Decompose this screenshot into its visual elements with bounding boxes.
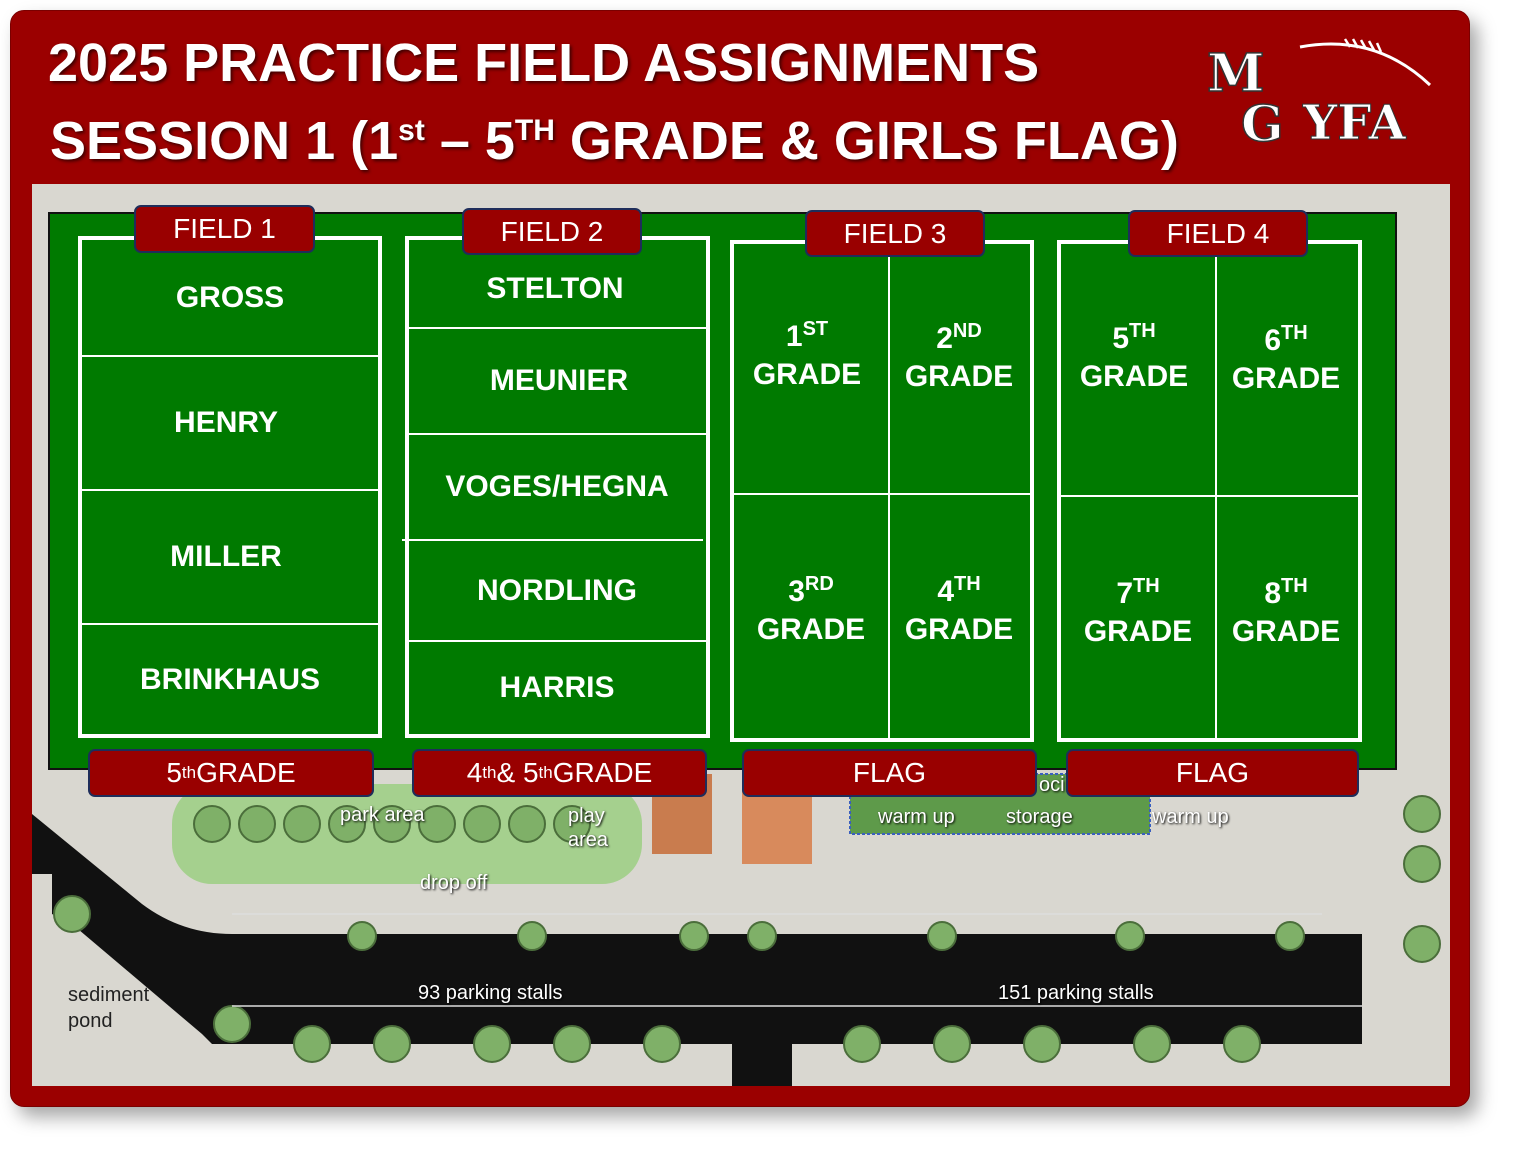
divider	[407, 640, 708, 642]
warm-up-right-label: warm up	[1152, 806, 1229, 828]
mgyfa-logo: M G YFA	[1206, 38, 1432, 145]
title-text: SESSION 1 (1	[50, 111, 399, 171]
field-1-label: FIELD 1	[134, 205, 315, 253]
title-text: – 5	[424, 111, 515, 171]
title-line-1: 2025 PRACTICE FIELD ASSIGNMENTS	[48, 33, 1040, 93]
field-2-team: HARRIS	[499, 671, 615, 705]
field-3-grade-cell: 2ND GRADE	[904, 320, 1014, 393]
play-area-label: play area	[568, 805, 609, 851]
field-2-team: STELTON	[486, 271, 624, 305]
field-3-flag-label: FLAG	[742, 749, 1037, 797]
field-4-flag-label: FLAG	[1066, 749, 1359, 797]
field-1-team: GROSS	[175, 280, 285, 314]
field-3-label: FIELD 3	[805, 210, 985, 257]
divider	[407, 433, 708, 435]
field-1-team: BRINKHAUS	[140, 662, 320, 696]
svg-text:G: G	[1241, 94, 1284, 145]
field-1-team: HENRY	[174, 406, 278, 440]
divider	[80, 489, 380, 491]
parking-right-label: 151 parking stalls	[998, 982, 1154, 1004]
field-4-grade-cell: 8TH GRADE	[1231, 575, 1341, 648]
title-sup: TH	[514, 114, 555, 147]
warm-up-left-label: warm up	[878, 806, 955, 828]
sediment-pond-label: sediment pond	[68, 984, 150, 1032]
divider	[80, 623, 380, 625]
field-2-team: MEUNIER	[489, 364, 629, 398]
parking-left-label: 93 parking stalls	[418, 982, 563, 1004]
field-4-label: FIELD 4	[1128, 210, 1308, 257]
title-text: GRADE & GIRLS FLAG)	[554, 111, 1179, 171]
divider	[734, 493, 1030, 495]
divider	[80, 355, 380, 357]
divider	[1215, 244, 1217, 738]
field-3-grade-cell: 3RD GRADE	[756, 573, 866, 646]
title-line-2: SESSION 1 (1st – 5TH GRADE & GIRLS FLAG)	[50, 110, 1179, 172]
divider	[1061, 495, 1358, 497]
practice-fields-area	[48, 212, 1397, 770]
divider	[888, 244, 890, 738]
oci-label: oci	[1039, 774, 1065, 796]
field-3-grade-cell: 4TH GRADE	[904, 573, 1014, 646]
field-2-label: FIELD 2	[462, 208, 642, 255]
field-2-team: NORDLING	[477, 573, 637, 607]
storage-label: storage	[1006, 806, 1073, 828]
field-2-team: VOGES/HEGNA	[445, 470, 669, 504]
title-sup: st	[398, 114, 425, 147]
field-3-grade-cell: 1ST GRADE	[752, 318, 862, 391]
field-1-team: MILLER	[170, 540, 282, 574]
field-4-grade-cell: 5TH GRADE	[1079, 320, 1189, 393]
drop-off-label: drop off	[420, 872, 488, 894]
park-area-label: park area	[340, 804, 425, 826]
divider	[407, 327, 708, 329]
field-4-grade-cell: 6TH GRADE	[1231, 322, 1341, 395]
svg-text:M: M	[1207, 43, 1265, 104]
field-4-grade-cell: 7TH GRADE	[1083, 575, 1193, 648]
svg-text:YFA: YFA	[1302, 95, 1407, 145]
divider	[402, 539, 703, 541]
